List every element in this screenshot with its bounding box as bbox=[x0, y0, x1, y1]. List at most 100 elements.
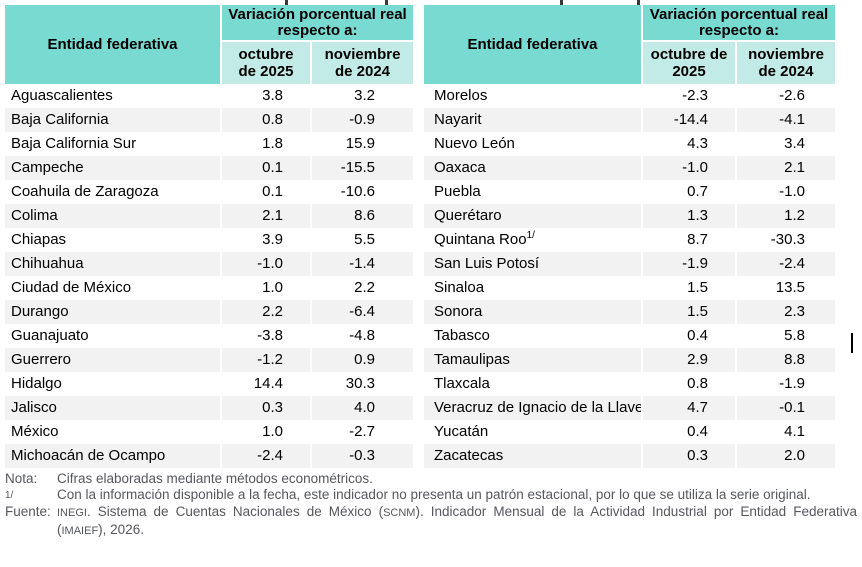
table-row: Oaxaca -1.0 2.1 bbox=[424, 156, 835, 180]
november-value: -0.1 bbox=[737, 396, 835, 420]
table-row: Aguascalientes 3.8 3.2 bbox=[5, 84, 413, 108]
november-value: 2.0 bbox=[737, 444, 835, 468]
october-value: -3.8 bbox=[257, 327, 283, 344]
table-right-header: Entidad federativa Variación porcentual … bbox=[424, 5, 835, 84]
november-value: 2.1 bbox=[737, 156, 835, 180]
table-row: Sonora 1.5 2.3 bbox=[424, 300, 835, 324]
november-value: -1.9 bbox=[779, 375, 805, 392]
fuente-label: Fuente: bbox=[5, 504, 51, 519]
table-right-body: Morelos -2.3 -2.6 Nayarit -14.4 -4.1 Nuevo Leó… bbox=[424, 84, 835, 468]
entity-name: San Luis Potosí bbox=[424, 252, 641, 276]
table-row: Nuevo León 4.3 3.4 bbox=[424, 132, 835, 156]
october-value: 0.3 bbox=[222, 396, 310, 420]
october-value: 3.8 bbox=[262, 87, 283, 104]
table-row: Tlaxcala 0.8 -1.9 bbox=[424, 372, 835, 396]
entity-name: Guanajuato bbox=[11, 327, 89, 344]
period-subheader-row: octubre de 2025 noviembre de 2024 bbox=[222, 42, 413, 84]
november-value: 8.6 bbox=[312, 204, 413, 228]
october-value: 0.7 bbox=[687, 183, 708, 200]
entity-header-cell: Entidad federativa bbox=[5, 5, 220, 84]
november-value: 4.1 bbox=[784, 423, 805, 440]
november-value: 3.2 bbox=[354, 87, 375, 104]
footnote-marker: 1/ bbox=[526, 230, 535, 241]
variation-header-cell: Variación porcentual real respecto a: bbox=[222, 5, 413, 40]
entity-name: Sinaloa bbox=[434, 279, 485, 296]
table-row: Colima 2.1 8.6 bbox=[5, 204, 413, 228]
november-value: 30.3 bbox=[345, 375, 375, 392]
october-value: 4.7 bbox=[643, 396, 735, 420]
entity-name: Jalisco bbox=[5, 396, 220, 420]
october-value: 3.9 bbox=[262, 231, 283, 248]
table-row: Campeche 0.1 -15.5 bbox=[5, 156, 413, 180]
table-row: Puebla 0.7 -1.0 bbox=[424, 180, 835, 204]
october-value: -1.2 bbox=[222, 348, 310, 372]
november-value: 0.9 bbox=[312, 348, 413, 372]
fuente-line: Fuente: INEGI. Sistema de Cuentas Nacion… bbox=[5, 504, 857, 539]
entity-name: Tamaulipas bbox=[424, 348, 641, 372]
variation-header-group: Variación porcentual real respecto a: oc… bbox=[222, 5, 413, 84]
table-row: Tamaulipas 2.9 8.8 bbox=[424, 348, 835, 372]
october-value: 1.3 bbox=[643, 204, 735, 228]
table-row: Chihuahua -1.0 -1.4 bbox=[5, 252, 413, 276]
october-value: -1.0 bbox=[643, 156, 735, 180]
text-cursor bbox=[851, 333, 853, 353]
november-value: 3.4 bbox=[784, 135, 805, 152]
november-value: 13.5 bbox=[775, 279, 805, 296]
entity-name: Zacatecas bbox=[424, 444, 641, 468]
october-value: 4.3 bbox=[687, 135, 708, 152]
november-value: -4.1 bbox=[737, 108, 835, 132]
entity-name: Hidalgo bbox=[11, 375, 62, 392]
november-column-header: noviembre de 2024 bbox=[312, 42, 413, 84]
period-subheader-row: octubre de 2025 noviembre de 2024 bbox=[643, 42, 835, 84]
table-row: Nayarit -14.4 -4.1 bbox=[424, 108, 835, 132]
october-value: 1.0 bbox=[262, 279, 283, 296]
entity-name: Ciudad de México bbox=[11, 279, 132, 296]
caption-fragment bbox=[285, 0, 288, 5]
october-value: -2.3 bbox=[682, 87, 708, 104]
entity-name: Chiapas bbox=[11, 231, 67, 248]
tables-container: Entidad federativa Variación porcentual … bbox=[5, 5, 835, 468]
table-row: Guanajuato -3.8 -4.8 bbox=[5, 324, 413, 348]
november-value: 4.0 bbox=[312, 396, 413, 420]
variation-header-cell: Variación porcentual real respecto a: bbox=[643, 5, 835, 40]
entity-name: Tabasco bbox=[434, 327, 490, 344]
november-value: -30.3 bbox=[770, 231, 805, 248]
table-row: Ciudad de México 1.0 2.2 bbox=[5, 276, 413, 300]
table-row: México 1.0 -2.7 bbox=[5, 420, 413, 444]
october-value: 1.8 bbox=[262, 135, 283, 152]
table-row: Coahuila de Zaragoza 0.1 -10.6 bbox=[5, 180, 413, 204]
october-value: 2.1 bbox=[222, 204, 310, 228]
caption-fragment bbox=[637, 0, 640, 5]
november-value: 1.2 bbox=[737, 204, 835, 228]
entity-name: Durango bbox=[5, 300, 220, 324]
table-row: Yucatán 0.4 4.1 bbox=[424, 420, 835, 444]
table-row: Chiapas 3.9 5.5 bbox=[5, 228, 413, 252]
october-value: 1.5 bbox=[643, 300, 735, 324]
table-row: Zacatecas 0.3 2.0 bbox=[424, 444, 835, 468]
october-value: 0.4 bbox=[687, 423, 708, 440]
nota-line: Nota: Cifras elaboradas mediante métodos… bbox=[5, 471, 857, 487]
november-value: -2.6 bbox=[779, 87, 805, 104]
november-value: -1.4 bbox=[312, 252, 413, 276]
entity-name: Nuevo León bbox=[434, 135, 515, 152]
november-column-header: noviembre de 2024 bbox=[737, 42, 835, 84]
october-value: 0.3 bbox=[643, 444, 735, 468]
table-row: San Luis Potosí -1.9 -2.4 bbox=[424, 252, 835, 276]
november-value: 2.3 bbox=[737, 300, 835, 324]
november-value: 5.5 bbox=[354, 231, 375, 248]
variation-header-group: Variación porcentual real respecto a: oc… bbox=[643, 5, 835, 84]
caption-fragment bbox=[560, 0, 563, 5]
entity-name: México bbox=[11, 423, 59, 440]
table-row: Morelos -2.3 -2.6 bbox=[424, 84, 835, 108]
nota-text: Cifras elaboradas mediante métodos econo… bbox=[57, 471, 373, 486]
october-column-header: octubre de 2025 bbox=[222, 42, 310, 84]
entity-name: Aguascalientes bbox=[11, 87, 113, 104]
november-value: -0.3 bbox=[312, 444, 413, 468]
entity-header-cell: Entidad federativa bbox=[424, 5, 641, 84]
november-value: -2.4 bbox=[737, 252, 835, 276]
table-row: Veracruz de Ignacio de la Llave 4.7 -0.1 bbox=[424, 396, 835, 420]
october-value: -1.9 bbox=[643, 252, 735, 276]
entity-name: Morelos bbox=[434, 87, 488, 104]
entity-name: Puebla bbox=[434, 183, 481, 200]
